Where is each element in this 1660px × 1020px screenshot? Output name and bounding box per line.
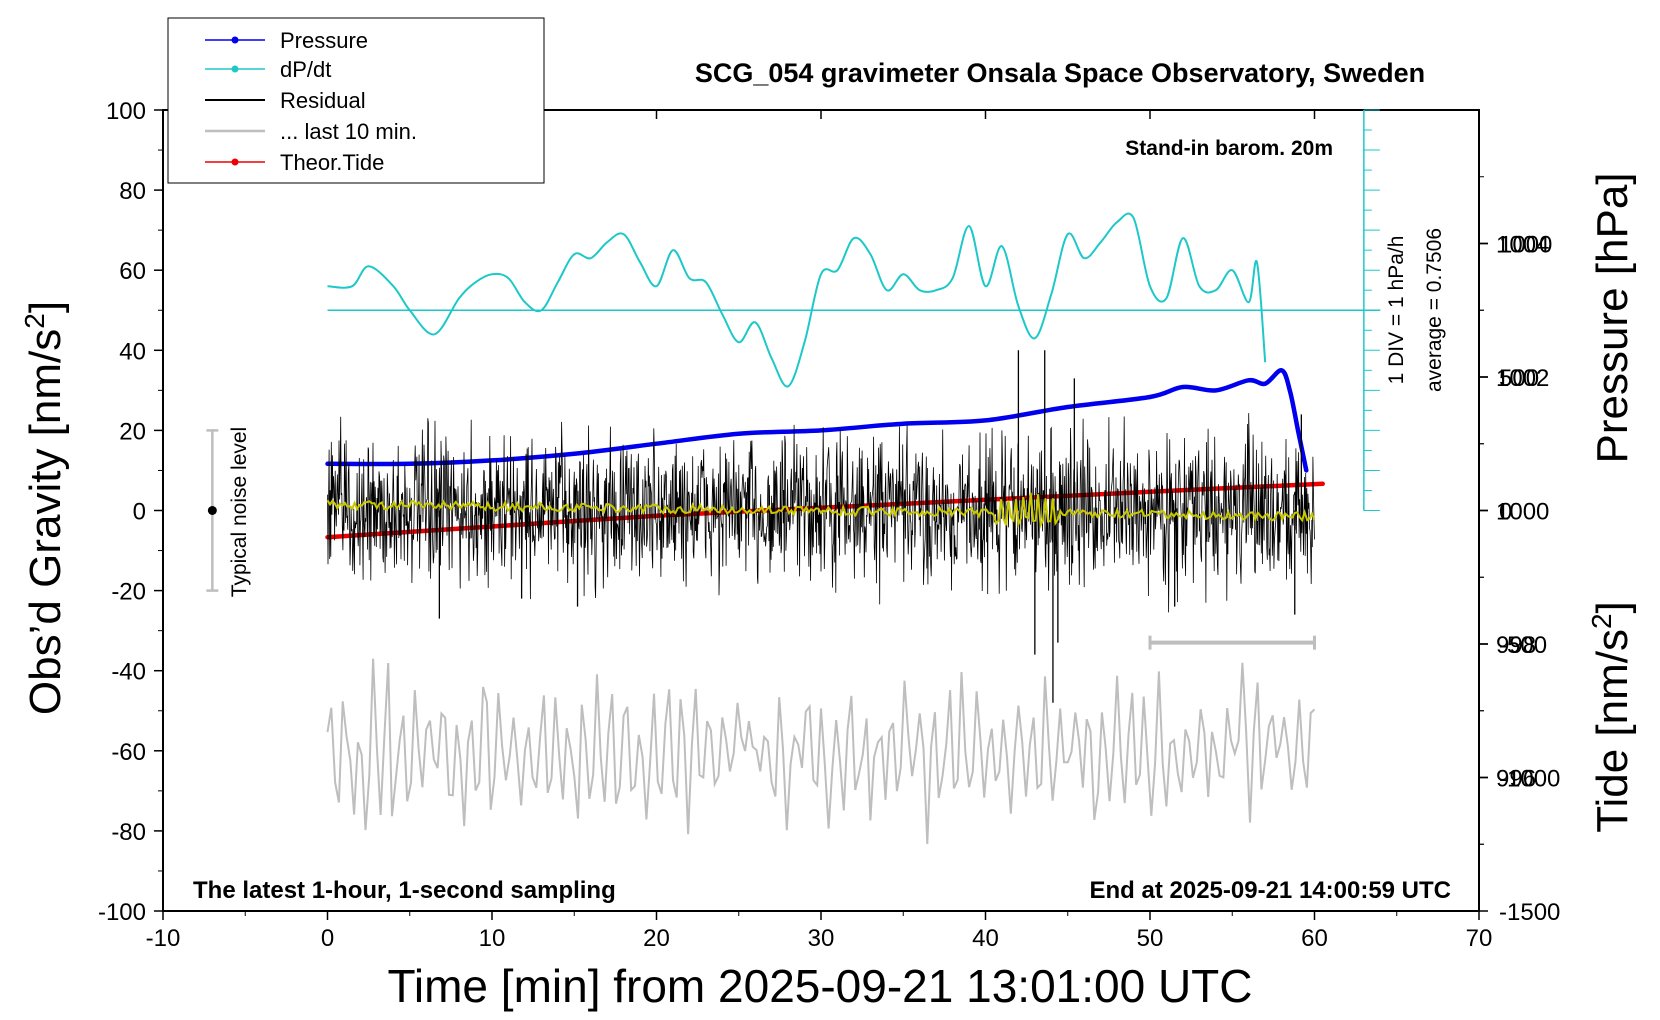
y-tick-label: 40 <box>119 338 146 365</box>
tide-tick-label: -500 <box>1499 632 1547 659</box>
y-axis-label-left: Obs’d Gravity [nm/s2] <box>19 301 70 715</box>
average-label: average = 0.7506 <box>1423 228 1446 392</box>
tide-tick-label: -1000 <box>1499 766 1560 793</box>
scale-div-label: 1 DIV = 1 hPa/h <box>1385 236 1408 385</box>
noise-level-dot <box>207 506 217 515</box>
legend-item-last10: ... last 10 min. <box>205 119 417 144</box>
chart-title: SCG_054 gravimeter Onsala Space Observat… <box>695 58 1425 88</box>
tide-tick-label: 1000 <box>1499 232 1552 259</box>
x-axis-label: Time [min] from 2025-09-21 13:01:00 UTC <box>388 960 1253 1012</box>
x-tick-label: 0 <box>321 925 334 952</box>
legend-label-pressure: Pressure <box>280 28 368 53</box>
x-tick-label: 30 <box>808 925 835 952</box>
y-axis-label-pressure: Pressure [hPa] <box>1588 172 1637 463</box>
legend-label-dpdt: dP/dt <box>280 57 331 82</box>
y-tick-label: -100 <box>98 899 146 926</box>
pressure-tick-label: 996 <box>1496 766 1536 793</box>
y-tick-label: -80 <box>111 819 146 846</box>
legend-label-residual: Residual <box>280 88 366 113</box>
legend-marker-pressure <box>231 36 239 44</box>
y-tick-label: -60 <box>111 739 146 766</box>
x-tick-label: -10 <box>146 925 181 952</box>
y-tick-label: -20 <box>111 579 146 606</box>
y-tick-label: 20 <box>119 418 146 445</box>
legend-item-residual: Residual <box>205 88 366 113</box>
y-tick-label: 100 <box>106 98 146 125</box>
noise-level-label: Typical noise level <box>228 427 251 597</box>
last10-line <box>326 658 1316 844</box>
latest-hour-label: The latest 1-hour, 1-second sampling <box>193 877 616 904</box>
pressure-line <box>325 368 1309 473</box>
ticks-layer: -10 0 10 20 30 40 50 60 70100806040200-20-40-60-… <box>98 98 1560 952</box>
y-tick-label: -40 <box>111 659 146 686</box>
legend-item-dpdt: dP/dt <box>205 57 331 82</box>
legend-label-tide: Theor.Tide <box>280 150 384 175</box>
x-tick-label: 60 <box>1301 925 1328 952</box>
x-tick-label: 20 <box>643 925 670 952</box>
legend-item-tide: Theor.Tide <box>205 150 384 175</box>
x-tick-label: 10 <box>479 925 506 952</box>
legend-label-last10: ... last 10 min. <box>280 119 417 144</box>
dpdt-line <box>327 212 1267 388</box>
y-tick-label: 0 <box>133 499 146 526</box>
y-tick-label: 60 <box>119 258 146 285</box>
smoothed-residual-line <box>326 492 1316 530</box>
x-tick-label: 50 <box>1137 925 1164 952</box>
legend-item-pressure: Pressure <box>205 28 368 53</box>
y-tick-label: 80 <box>119 178 146 205</box>
legend: Pressure dP/dt Residual ... last 10 min.… <box>167 17 545 184</box>
y-axis-label-tide: Tide [nm/s2] <box>1586 601 1637 833</box>
pressure-tick-label: 1002 <box>1496 365 1549 392</box>
x-tick-label: 40 <box>972 925 999 952</box>
residual-line <box>327 413 1315 613</box>
legend-marker-tide <box>231 158 239 166</box>
series-layer <box>206 109 1381 844</box>
pressure-tick-label: 1004 <box>1496 232 1549 259</box>
x-tick-label: 70 <box>1466 925 1493 952</box>
pressure-tick-label: 998 <box>1496 632 1536 659</box>
end-at-label: End at 2025-09-21 14:00:59 UTC <box>1090 877 1452 904</box>
legend-marker-dpdt <box>231 65 239 73</box>
tide-tick-label: -1500 <box>1499 899 1560 926</box>
tide-tick-label: 0 <box>1499 499 1512 526</box>
tide-tick-label: 500 <box>1499 365 1539 392</box>
stand-in-label: Stand-in barom. 20m <box>1125 137 1333 160</box>
pressure-tick-label: 1000 <box>1496 499 1549 526</box>
